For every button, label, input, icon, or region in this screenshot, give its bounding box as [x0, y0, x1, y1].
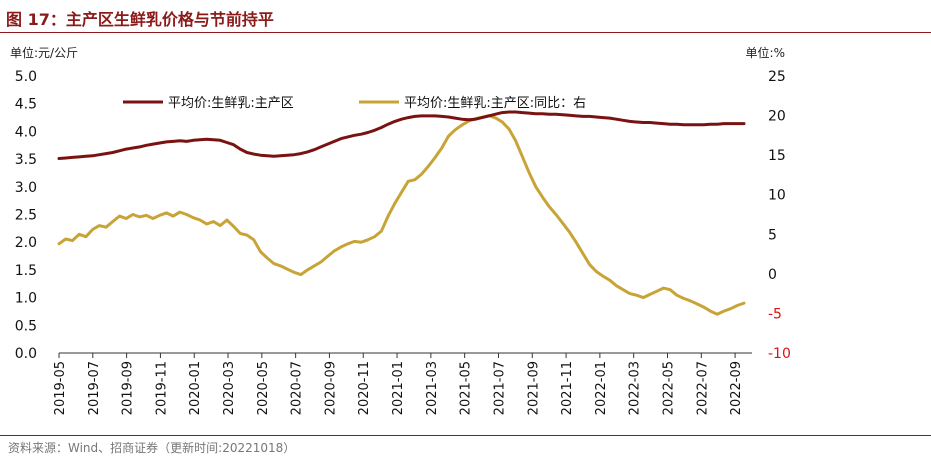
- source-note: 资料来源：Wind、招商证券（更新时间:20221018）: [8, 441, 296, 455]
- x-axis-tick-label: 2021-05: [459, 361, 474, 415]
- x-axis-tick-label: 2020-05: [256, 361, 271, 415]
- x-axis-tick-label: 2020-09: [323, 361, 338, 415]
- x-axis-tick-label: 2020-01: [188, 361, 203, 415]
- x-axis-tick-label: 2020-03: [222, 361, 237, 415]
- x-axis-tick-label: 2019-09: [121, 361, 136, 415]
- right-axis-tick-label: -10: [768, 346, 791, 362]
- left-axis-tick-label: 2.0: [15, 235, 37, 251]
- left-axis-tick-label: 1.0: [15, 291, 37, 307]
- legend-label-yoy: 平均价:生鲜乳:主产区:同比：右: [404, 96, 586, 111]
- series-line-price: [57, 110, 746, 160]
- x-axis-tick-label: 2022-05: [661, 361, 676, 415]
- right-axis-tick-label: -5: [768, 306, 782, 322]
- legend-label-price: 平均价:生鲜乳:主产区: [168, 96, 294, 111]
- right-axis-tick-label: 0: [768, 267, 777, 283]
- title-divider: [0, 32, 931, 33]
- x-axis-tick-label: 2020-07: [290, 361, 305, 415]
- x-axis-tick-label: 2022-09: [729, 361, 744, 415]
- left-axis-tick-label: 3.0: [15, 180, 37, 196]
- left-axis-tick-label: 0.0: [15, 346, 37, 362]
- left-axis-tick-label: 4.0: [15, 124, 37, 140]
- left-axis-tick-label: 0.5: [15, 318, 37, 334]
- left-axis-tick-label: 3.5: [15, 152, 37, 168]
- x-axis-tick-label: 2022-03: [628, 361, 643, 415]
- right-axis-tick-label: 20: [768, 109, 786, 125]
- x-axis-tick-label: 2021-11: [560, 361, 575, 415]
- left-axis-tick-label: 5.0: [15, 69, 37, 85]
- x-axis-tick-label: 2019-05: [53, 361, 68, 415]
- left-axis-tick-label: 4.5: [15, 97, 37, 113]
- x-axis-tick-label: 2021-09: [526, 361, 541, 415]
- x-axis-tick-label: 2020-11: [357, 361, 372, 415]
- x-axis-tick-label: 2021-03: [425, 361, 440, 415]
- figure-title: 图 17：主产区生鲜乳价格与节前持平: [6, 10, 274, 29]
- x-axis-tick-label: 2021-07: [492, 361, 507, 415]
- right-axis-tick-label: 10: [768, 188, 786, 204]
- right-axis-tick-label: 15: [768, 148, 786, 164]
- left-axis-tick-label: 2.5: [15, 208, 37, 224]
- x-axis-tick-label: 2019-07: [87, 361, 102, 415]
- right-axis-tick-label: 5: [768, 227, 777, 243]
- x-axis-tick-label: 2022-01: [594, 361, 609, 415]
- x-axis-tick-label: 2019-11: [154, 361, 169, 415]
- x-axis-tick-label: 2022-07: [695, 361, 710, 415]
- right-axis-tick-label: 25: [768, 69, 786, 85]
- series-line-yoy: [57, 114, 746, 316]
- right-axis-unit: 单位:%: [745, 46, 785, 60]
- left-axis-tick-label: 1.5: [15, 263, 37, 279]
- left-axis-unit: 单位:元/公斤: [10, 46, 79, 60]
- footer-divider: [0, 435, 931, 436]
- x-axis-tick-label: 2021-01: [391, 361, 406, 415]
